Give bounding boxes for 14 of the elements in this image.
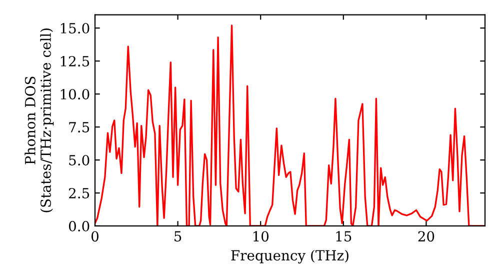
x-tick-label: 0 bbox=[91, 231, 98, 242]
x-tick-label: 15 bbox=[336, 231, 352, 242]
y-tick-label: 12.5 bbox=[60, 56, 90, 66]
x-tick-label: 20 bbox=[418, 231, 434, 242]
y-tick-label: 0.0 bbox=[68, 220, 90, 232]
y-axis-title: Phonon DOS (States/THz·primitive cell) bbox=[24, 28, 54, 212]
x-tick-label: 10 bbox=[253, 231, 269, 242]
y-tick-label: 10.0 bbox=[60, 88, 90, 100]
x-axis-title: Frequency (THz) bbox=[231, 250, 348, 264]
y-tick-label: 7.5 bbox=[69, 122, 90, 132]
x-tick-label: 5 bbox=[174, 231, 182, 242]
y-tick-label: 5.0 bbox=[69, 154, 90, 166]
y-tick-label: 2.5 bbox=[68, 188, 90, 198]
y-tick-label: 15.0 bbox=[60, 23, 90, 34]
